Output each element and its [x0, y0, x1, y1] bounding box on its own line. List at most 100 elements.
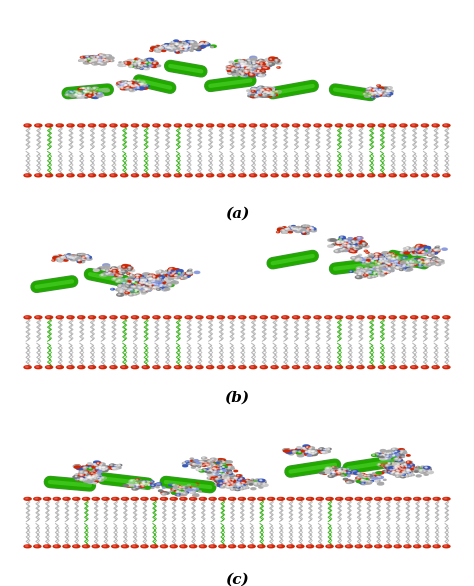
Circle shape: [73, 258, 78, 260]
Circle shape: [87, 94, 94, 97]
Circle shape: [90, 93, 92, 94]
Circle shape: [151, 283, 156, 285]
Circle shape: [373, 273, 377, 275]
Circle shape: [388, 257, 391, 258]
Circle shape: [135, 480, 142, 483]
Circle shape: [121, 545, 128, 548]
Circle shape: [213, 472, 218, 474]
Circle shape: [395, 265, 401, 267]
Circle shape: [136, 61, 139, 62]
Circle shape: [394, 264, 399, 265]
Circle shape: [194, 459, 198, 461]
Circle shape: [347, 241, 351, 243]
Circle shape: [119, 270, 121, 271]
Circle shape: [401, 464, 405, 466]
Circle shape: [348, 481, 354, 483]
Circle shape: [271, 94, 278, 96]
Circle shape: [177, 46, 180, 47]
Circle shape: [110, 366, 117, 369]
Circle shape: [397, 264, 401, 265]
Circle shape: [266, 89, 268, 90]
Circle shape: [164, 45, 170, 46]
Circle shape: [164, 43, 171, 46]
Circle shape: [171, 46, 175, 48]
Circle shape: [241, 65, 248, 68]
Circle shape: [382, 465, 384, 466]
Circle shape: [389, 452, 393, 454]
Circle shape: [135, 280, 139, 281]
Circle shape: [139, 83, 146, 86]
Circle shape: [81, 478, 85, 479]
Circle shape: [376, 89, 378, 90]
Circle shape: [342, 248, 346, 250]
Circle shape: [250, 482, 256, 484]
Circle shape: [232, 74, 237, 76]
Circle shape: [375, 453, 378, 454]
Circle shape: [45, 546, 47, 547]
Circle shape: [138, 287, 143, 289]
Circle shape: [177, 272, 184, 275]
Circle shape: [400, 456, 403, 458]
Circle shape: [295, 229, 300, 230]
Circle shape: [406, 465, 412, 468]
Circle shape: [140, 282, 143, 283]
Circle shape: [365, 264, 371, 266]
Circle shape: [399, 455, 404, 456]
Circle shape: [374, 498, 382, 500]
Circle shape: [407, 470, 410, 471]
Circle shape: [142, 366, 149, 369]
Circle shape: [174, 274, 180, 277]
Circle shape: [336, 471, 340, 472]
Circle shape: [235, 60, 239, 62]
Circle shape: [242, 74, 245, 76]
Circle shape: [195, 459, 198, 461]
Circle shape: [305, 316, 307, 318]
Circle shape: [140, 485, 145, 486]
Circle shape: [366, 498, 369, 499]
Circle shape: [83, 467, 88, 469]
Circle shape: [396, 265, 400, 267]
Circle shape: [187, 272, 189, 274]
Circle shape: [337, 316, 339, 318]
Circle shape: [213, 470, 219, 472]
Circle shape: [259, 62, 266, 64]
Circle shape: [364, 475, 367, 476]
Circle shape: [253, 481, 257, 483]
Circle shape: [190, 50, 193, 52]
Circle shape: [149, 279, 150, 280]
Circle shape: [87, 479, 93, 481]
Circle shape: [187, 274, 191, 275]
Circle shape: [346, 245, 352, 247]
Circle shape: [170, 270, 173, 271]
Circle shape: [69, 91, 76, 94]
Circle shape: [389, 265, 396, 268]
Circle shape: [233, 477, 238, 479]
Circle shape: [328, 498, 330, 499]
Circle shape: [388, 264, 394, 266]
Circle shape: [208, 471, 212, 472]
Circle shape: [45, 498, 47, 499]
Circle shape: [406, 472, 410, 473]
Circle shape: [258, 61, 264, 64]
Circle shape: [277, 67, 280, 68]
Circle shape: [408, 250, 412, 251]
Circle shape: [435, 250, 438, 251]
Circle shape: [53, 498, 60, 500]
Circle shape: [90, 94, 96, 96]
Circle shape: [139, 482, 144, 484]
Circle shape: [101, 466, 108, 469]
Circle shape: [99, 59, 105, 62]
Circle shape: [24, 545, 31, 548]
Circle shape: [185, 45, 190, 47]
Circle shape: [237, 475, 239, 476]
Circle shape: [256, 68, 261, 70]
Circle shape: [160, 271, 164, 273]
Circle shape: [194, 46, 199, 47]
Circle shape: [119, 272, 125, 274]
Circle shape: [379, 93, 385, 95]
Circle shape: [370, 255, 373, 257]
Circle shape: [423, 250, 428, 251]
Circle shape: [427, 249, 430, 251]
Circle shape: [278, 92, 281, 93]
Circle shape: [157, 274, 164, 276]
